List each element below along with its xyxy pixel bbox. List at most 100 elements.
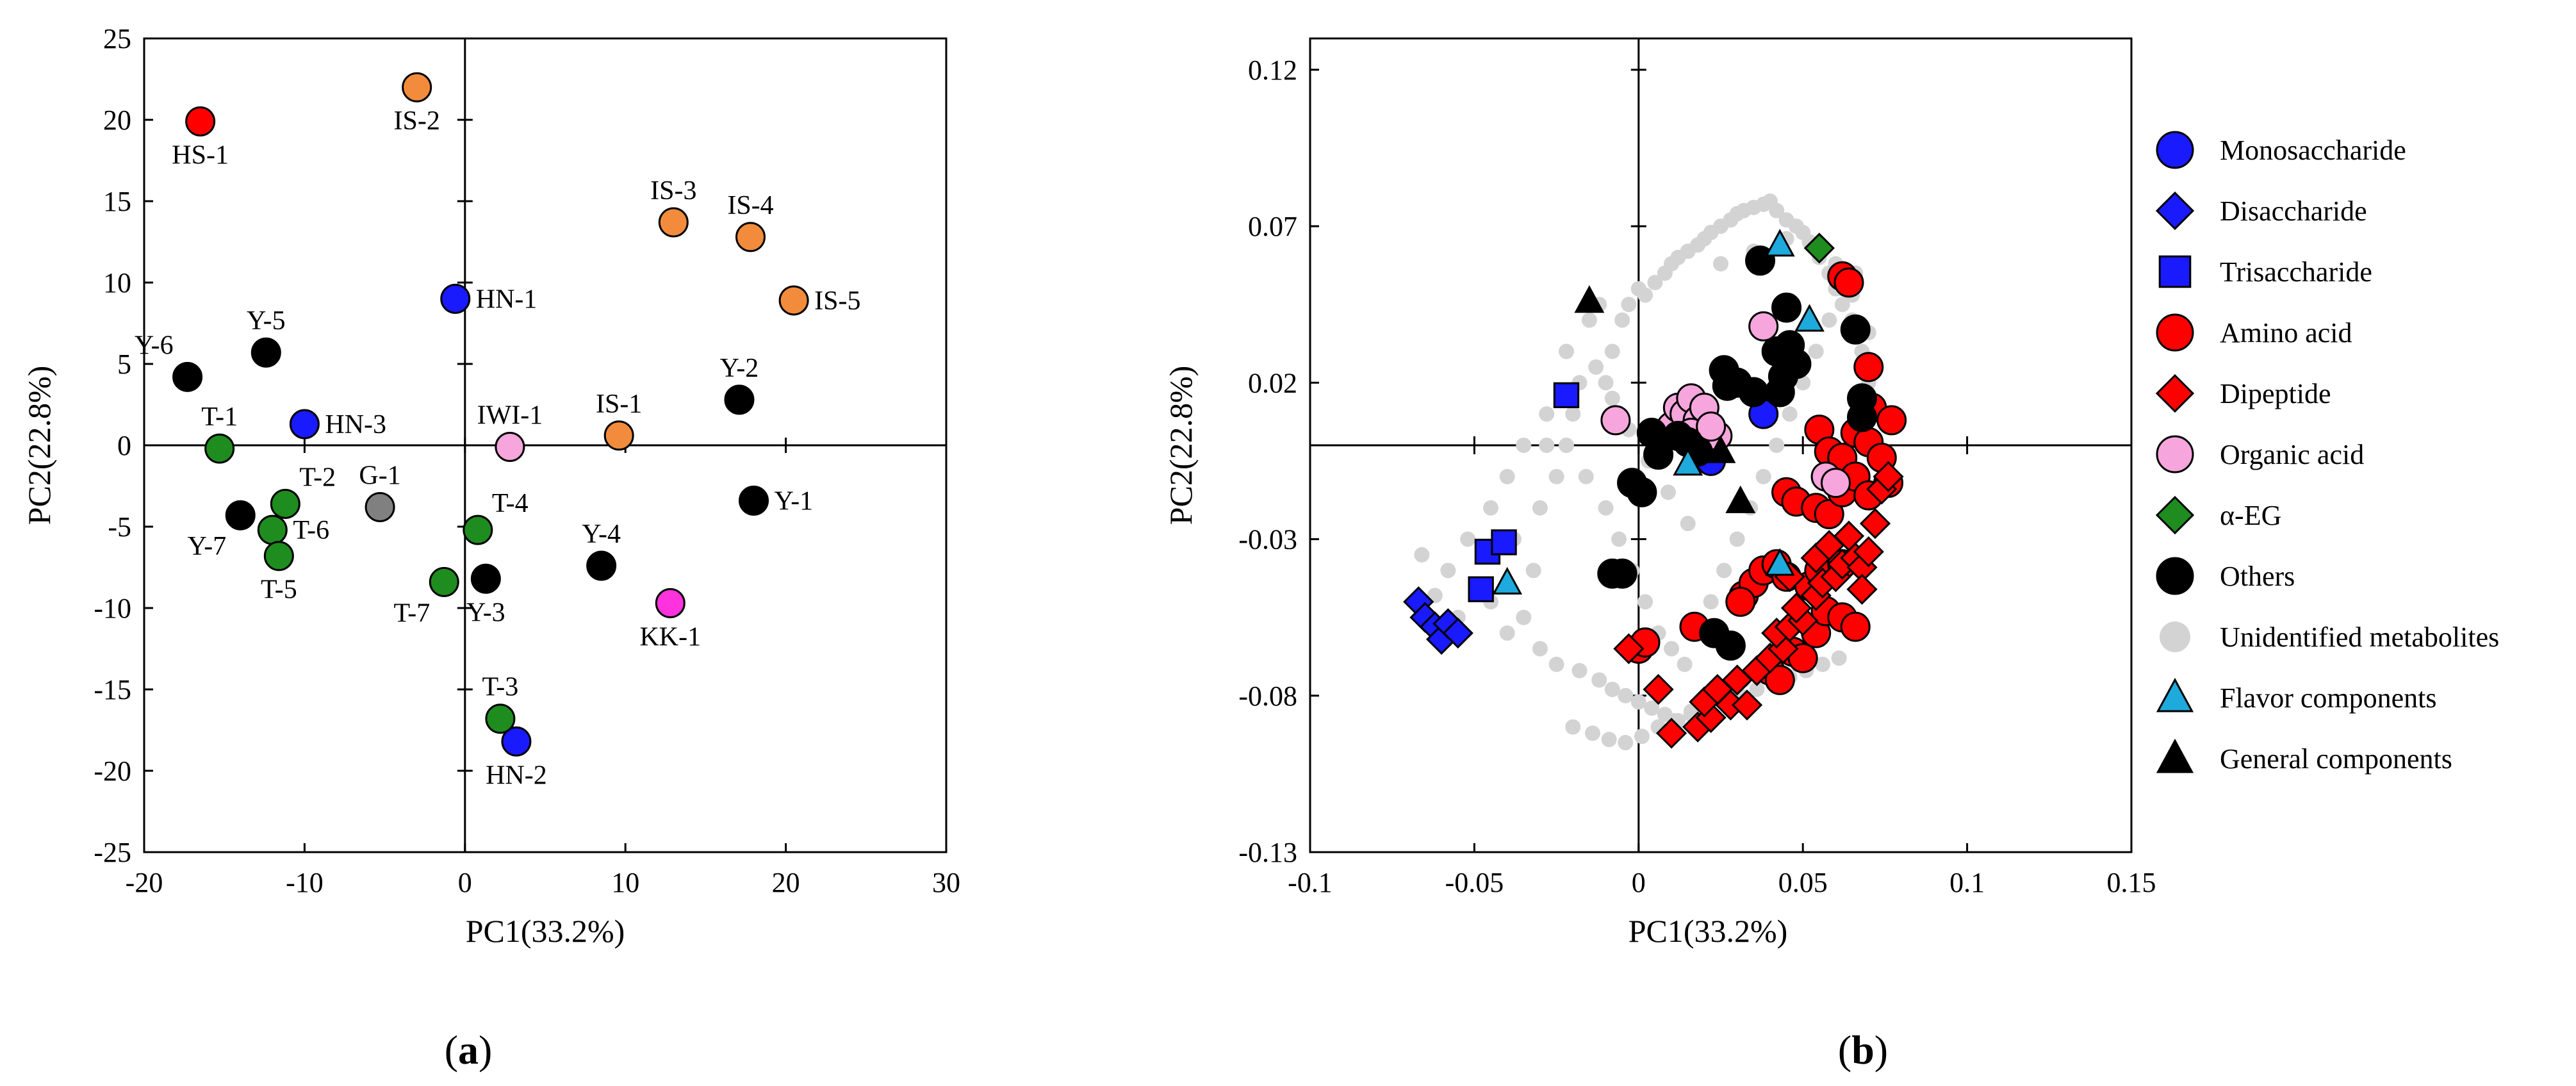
data-point-marker: [470, 563, 501, 594]
data-point: [1820, 468, 1851, 498]
data-point-marker: [204, 433, 235, 464]
legend-item: Unidentified metabolites: [2160, 621, 2499, 653]
data-point: [1795, 375, 1811, 391]
legend-label: Amino acid: [2220, 317, 2352, 349]
data-point: Y-2: [720, 354, 759, 415]
legend-label: Trisaccharide: [2220, 256, 2372, 288]
y-tick-label: -25: [94, 837, 131, 868]
y-tick-label: -0.08: [1238, 680, 1297, 712]
data-point: [1607, 558, 1637, 589]
data-point: Y-5: [247, 306, 286, 368]
legend-swatch: [2155, 191, 2195, 231]
data-point: [1755, 468, 1771, 484]
legend-label: General components: [2220, 743, 2452, 775]
legend-item: Amino acid: [2156, 313, 2352, 352]
data-point: [1611, 531, 1627, 547]
panel-a-y-ticks: -25 -20 -15 -10 -5 0 5 10 15 20 25: [94, 23, 473, 868]
data-point-label: KK-1: [639, 622, 701, 652]
data-point: [1764, 377, 1795, 407]
data-point: [1460, 531, 1476, 547]
data-point: [1715, 630, 1746, 661]
data-point: [1712, 370, 1743, 401]
panel-b-x-axis-title: PC1(33.2%): [1628, 913, 1788, 949]
data-point-marker: [250, 337, 281, 368]
data-point-label: HN-1: [476, 284, 537, 314]
data-point: [1604, 682, 1620, 697]
series-trisaccharide: [1468, 382, 1580, 602]
data-point-marker: [778, 285, 809, 316]
data-point: [1414, 547, 1430, 563]
legend-item: Others: [2156, 557, 2295, 595]
data-point-marker: [429, 566, 459, 597]
data-point-marker: [440, 283, 471, 314]
y-tick-label: -20: [94, 755, 131, 787]
data-point: [1634, 728, 1650, 745]
panel-b-label: (b): [1838, 1027, 1888, 1073]
data-point: [1703, 594, 1719, 610]
data-point: [1794, 304, 1825, 332]
data-point: [1749, 682, 1765, 697]
data-point-label: Y-3: [466, 598, 505, 627]
data-point-label: T-4: [492, 489, 529, 518]
data-point: [1532, 500, 1548, 516]
data-point-label: HN-2: [486, 761, 547, 790]
data-point-marker: [501, 726, 532, 757]
data-point: [1598, 500, 1614, 516]
panel-b-legend: Monosaccharide Disaccharide Trisaccharide A…: [2155, 131, 2499, 775]
x-tick-label: 30: [932, 867, 960, 898]
y-tick-label: -10: [94, 593, 131, 624]
data-point-label: Y-2: [720, 354, 759, 383]
data-point: [1618, 735, 1634, 751]
legend-label: Dipeptide: [2220, 378, 2331, 409]
series-flavor-components: [1492, 229, 1825, 595]
data-point: [1716, 563, 1732, 579]
legend-swatch: [2155, 374, 2195, 413]
y-tick-label: 0: [117, 430, 131, 461]
data-point: [1840, 314, 1871, 345]
data-point-marker: [739, 485, 769, 516]
y-tick-label: -15: [94, 674, 131, 705]
data-point: [1553, 382, 1580, 409]
x-tick-label: -10: [286, 867, 324, 898]
data-point: HN-3: [289, 409, 386, 440]
data-point: [1731, 689, 1763, 721]
data-point: [1769, 202, 1785, 218]
x-tick-label: -0.05: [1445, 867, 1504, 898]
data-point: [1565, 406, 1581, 422]
data-point: [1643, 440, 1674, 470]
data-point: [1516, 438, 1532, 453]
data-point: [1853, 536, 1884, 568]
data-point: [1491, 529, 1517, 555]
data-point: [1840, 611, 1871, 642]
data-point: [1834, 297, 1850, 313]
data-point-marker: [463, 514, 493, 545]
data-point-label: T-7: [393, 598, 430, 628]
legend-swatch: [2156, 557, 2194, 595]
x-tick-label: 0: [1632, 867, 1646, 898]
data-point-label: IWI-1: [477, 401, 543, 431]
data-point: [1660, 484, 1676, 500]
data-point-label: HN-3: [325, 410, 386, 440]
legend-swatch: [2156, 313, 2194, 352]
data-point-marker: [225, 500, 256, 531]
panel-b-points: [1403, 193, 1907, 751]
x-tick-label: 20: [772, 867, 800, 898]
data-point: [1846, 573, 1878, 605]
data-point: T-4: [463, 489, 529, 545]
data-point: Y-7: [188, 500, 256, 561]
x-tick-label: 10: [611, 867, 639, 898]
y-tick-label: 5: [117, 349, 131, 380]
y-tick-label: -5: [108, 511, 131, 543]
data-point: [1621, 297, 1637, 313]
legend-item: Organic acid: [2156, 435, 2364, 473]
data-point: [1591, 672, 1607, 688]
x-tick-label: -0.1: [1288, 867, 1333, 898]
series-general-components: [1574, 285, 1756, 513]
data-point: [1532, 641, 1548, 657]
data-point: [1677, 656, 1693, 672]
data-point-marker: [402, 72, 432, 103]
legend-swatch: [2158, 255, 2192, 288]
data-point: [1600, 405, 1631, 436]
